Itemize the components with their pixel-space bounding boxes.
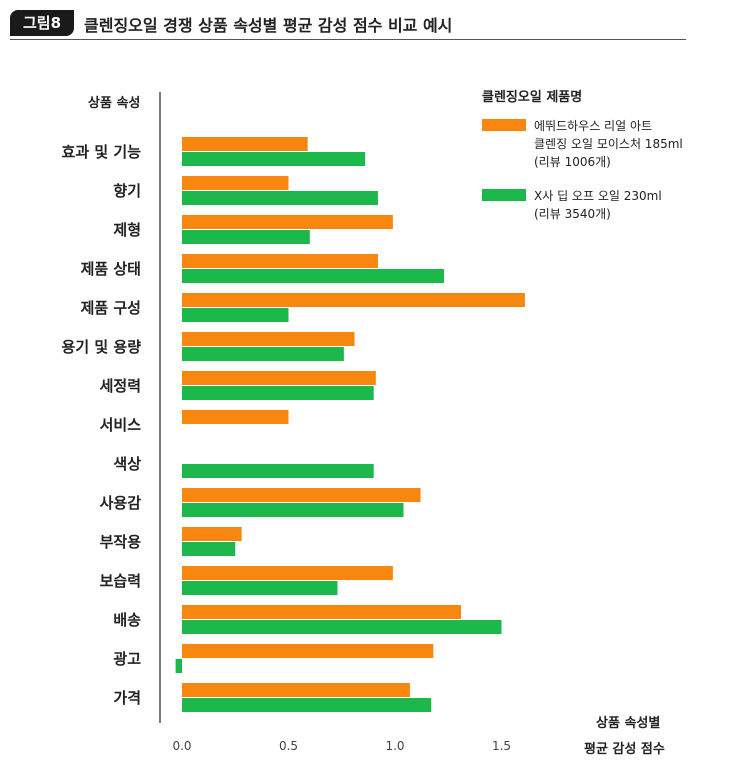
bar-series-b	[182, 698, 432, 712]
category-label: 향기	[113, 182, 141, 200]
bar-series-b	[182, 191, 378, 205]
bar-series-b	[182, 386, 374, 400]
bar-series-b	[182, 269, 444, 283]
x-tick-label: 1.5	[492, 739, 511, 753]
bar-series-b	[182, 152, 366, 166]
x-axis-title-line2: 평균 감성 점수	[584, 742, 665, 757]
legend-note-series-b: (리뷰 3540개)	[534, 207, 611, 221]
y-axis-title: 상품 속성	[88, 96, 141, 111]
bar-series-a	[182, 644, 434, 658]
x-tick-label: 1.0	[385, 739, 404, 753]
category-label: 효과 및 기능	[62, 143, 142, 161]
bar-series-b	[182, 308, 289, 322]
bar-series-a	[182, 254, 378, 268]
category-label: 제품 구성	[81, 299, 141, 317]
legend: 클렌징오일 제품명 에뛰드하우스 리얼 아트 클렌징 오일 모이스처 185ml…	[482, 86, 712, 239]
header-divider	[10, 39, 686, 40]
legend-name-series-b: X사 딥 오프 오일 230ml	[534, 189, 662, 203]
bar-series-b	[175, 659, 182, 673]
bar-series-a	[182, 566, 393, 580]
bar-series-b	[182, 464, 374, 478]
legend-item-series-b: X사 딥 오프 오일 230ml (리뷰 3540개)	[482, 187, 712, 223]
bar-series-a	[182, 371, 376, 385]
bar-series-b	[182, 581, 338, 595]
category-label: 보습력	[100, 572, 141, 590]
bar-series-a	[182, 176, 289, 190]
x-tick-label: 0.5	[279, 739, 298, 753]
x-axis-title-line1: 상품 속성별	[596, 716, 661, 731]
bar-series-a	[182, 137, 308, 151]
figure-title: 클렌징오일 경쟁 상품 속성별 평균 감성 점수 비교 예시	[84, 16, 453, 35]
category-label: 광고	[113, 650, 141, 668]
legend-item-series-a: 에뛰드하우스 리얼 아트 클렌징 오일 모이스처 185ml (리뷰 1006개…	[482, 117, 712, 171]
category-label: 제형	[113, 221, 141, 239]
bar-series-a	[182, 605, 462, 619]
figure-header: 그림8 클렌징오일 경쟁 상품 속성별 평균 감성 점수 비교 예시	[10, 10, 686, 40]
bar-series-a	[182, 293, 525, 307]
category-label: 용기 및 용량	[62, 338, 142, 356]
x-tick-label: 0.0	[172, 739, 191, 753]
legend-swatch-series-b	[482, 189, 526, 201]
bar-series-a	[182, 215, 393, 229]
category-label: 색상	[113, 455, 141, 473]
category-label: 부작용	[100, 533, 142, 551]
category-label: 세정력	[100, 377, 141, 395]
legend-name-series-a: 에뛰드하우스 리얼 아트 클렌징 오일 모이스처 185ml	[534, 119, 683, 151]
category-label: 사용감	[100, 494, 142, 512]
legend-swatch-series-a	[482, 119, 526, 131]
legend-note-series-a: (리뷰 1006개)	[534, 155, 611, 169]
bar-series-a	[182, 332, 355, 346]
bar-series-b	[182, 347, 344, 361]
bar-series-b	[182, 230, 310, 244]
category-label: 서비스	[100, 416, 142, 434]
bar-series-b	[182, 620, 502, 634]
bar-series-a	[182, 683, 410, 697]
bar-series-a	[182, 527, 242, 541]
bar-series-a	[182, 488, 421, 502]
category-label: 가격	[113, 689, 141, 707]
legend-title: 클렌징오일 제품명	[482, 90, 583, 105]
bar-series-b	[182, 542, 236, 556]
bar-series-b	[182, 503, 404, 517]
figure-tag: 그림8	[10, 10, 74, 36]
category-label: 제품 상태	[81, 260, 141, 278]
category-label: 배송	[113, 611, 141, 629]
bar-series-a	[182, 410, 289, 424]
